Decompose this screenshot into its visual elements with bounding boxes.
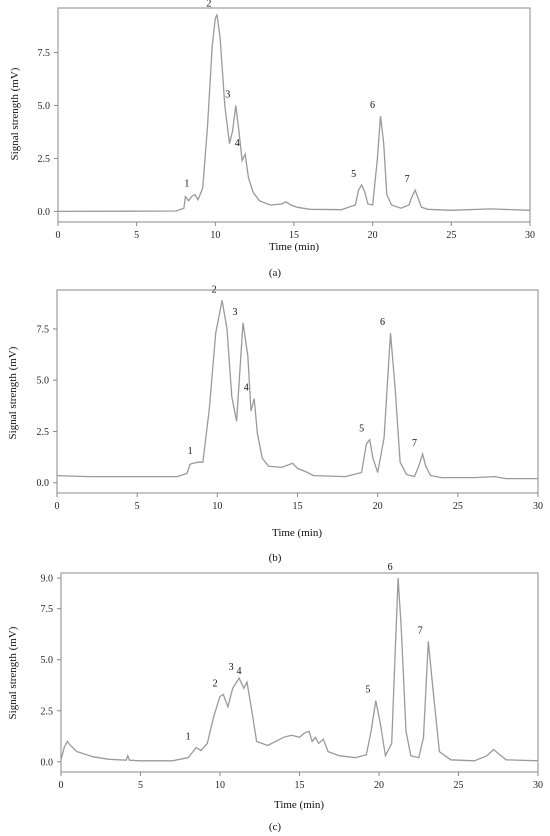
peak-label: 2 — [213, 678, 218, 689]
y-tick-label: 7.5 — [41, 604, 54, 615]
y-tick-label: 2.5 — [37, 427, 50, 438]
x-tick-label: 30 — [533, 501, 543, 512]
chart-panel-c: 0 5 10 15 20 25 30 0.0 2.5 5.0 7.5 9.0 1 23 4 5 6 7 Tim… — [7, 562, 543, 833]
y-tick-label: 0.0 — [38, 207, 51, 218]
y-axis-title: Signal strength (mV) — [9, 67, 21, 160]
x-tick-label: 10 — [210, 230, 220, 241]
x-tick-label: 10 — [215, 780, 225, 791]
signal-trace — [57, 14, 531, 213]
signal-trace — [56, 300, 538, 480]
y-tick-label: 0.0 — [37, 478, 50, 489]
peak-label: 7 — [405, 174, 410, 185]
peak-label: 5 — [359, 424, 364, 435]
y-axis-title: Signal strength (mV) — [7, 626, 19, 719]
plot-frame — [57, 7, 531, 223]
peak-label: 7 — [418, 625, 423, 636]
x-tick-label: 20 — [374, 780, 384, 791]
peak-label: 7 — [412, 438, 417, 449]
signal-trace — [60, 578, 539, 762]
x-axis-title: Time (min) — [274, 799, 324, 811]
x-ticks: 0 5 10 15 20 25 30 — [55, 493, 543, 512]
peak-label: 2 — [212, 284, 217, 295]
x-tick-label: 20 — [373, 501, 383, 512]
peak-label: 4 — [244, 383, 249, 394]
x-ticks: 0 5 10 15 20 25 30 — [59, 772, 543, 791]
x-tick-label: 25 — [454, 780, 464, 791]
peak-label: 2 — [206, 0, 211, 9]
x-ticks: 0 5 10 15 20 25 30 — [56, 222, 535, 241]
x-tick-label: 30 — [533, 780, 543, 791]
x-tick-label: 10 — [212, 501, 222, 512]
y-ticks: 0.0 2.5 5.0 7.5 9.0 — [41, 574, 61, 768]
x-axis-title: Time (min) — [269, 241, 319, 253]
chart-panel-a: 0 5 10 15 20 25 30 0.0 2.5 5.0 7.5 1 2 3 4 5 6 7 Time (… — [9, 0, 535, 279]
x-tick-label: 20 — [368, 230, 378, 241]
peak-label: 6 — [380, 317, 385, 328]
y-tick-label: 5.0 — [41, 655, 54, 666]
peak-label: 6 — [388, 562, 393, 573]
peak-label: 1 — [188, 446, 193, 457]
panel-label: (a) — [269, 267, 282, 279]
x-tick-label: 0 — [55, 501, 60, 512]
peak-label: 3 — [229, 662, 234, 673]
panel-label: (c) — [269, 821, 282, 833]
x-axis-title: Time (min) — [272, 527, 322, 539]
x-tick-label: 15 — [295, 780, 305, 791]
plot-frame — [60, 572, 539, 773]
x-tick-label: 15 — [289, 230, 299, 241]
y-tick-label: 9.0 — [41, 574, 54, 585]
peak-labels: 1 2 3 4 5 6 7 — [184, 0, 409, 189]
peak-label: 4 — [237, 666, 242, 677]
peak-label: 5 — [351, 169, 356, 180]
x-tick-label: 25 — [446, 230, 456, 241]
y-ticks: 0.0 2.5 5.0 7.5 — [37, 324, 57, 489]
x-tick-label: 5 — [138, 780, 143, 791]
y-tick-label: 2.5 — [38, 154, 51, 165]
y-ticks: 0.0 2.5 5.0 7.5 — [38, 48, 58, 218]
y-tick-label: 5.0 — [38, 101, 51, 112]
panel-label: (b) — [269, 552, 282, 564]
x-tick-label: 0 — [56, 230, 61, 241]
x-tick-label: 5 — [134, 230, 139, 241]
peak-label: 6 — [370, 100, 375, 111]
y-tick-label: 7.5 — [38, 48, 51, 59]
y-tick-label: 0.0 — [41, 757, 54, 768]
peak-label: 3 — [225, 89, 230, 100]
y-axis-title: Signal strength (mV) — [7, 346, 19, 439]
chart-panel-b: 0 5 10 15 20 25 30 0.0 2.5 5.0 7.5 1 2 3 4 5 6 7 Time (… — [7, 284, 543, 564]
peak-label: 1 — [186, 732, 191, 743]
y-tick-label: 5.0 — [37, 376, 50, 387]
y-tick-label: 2.5 — [41, 706, 54, 717]
x-tick-label: 25 — [453, 501, 463, 512]
x-tick-label: 0 — [59, 780, 64, 791]
x-tick-label: 5 — [135, 501, 140, 512]
peak-label: 3 — [232, 307, 237, 318]
peak-label: 4 — [235, 138, 240, 149]
y-tick-label: 7.5 — [37, 324, 50, 335]
x-tick-label: 30 — [525, 230, 535, 241]
peak-label: 1 — [184, 178, 189, 189]
x-tick-label: 15 — [293, 501, 303, 512]
peak-labels: 1 2 3 4 5 6 7 — [188, 284, 417, 457]
peak-label: 5 — [365, 685, 370, 696]
plot-frame — [56, 289, 539, 494]
